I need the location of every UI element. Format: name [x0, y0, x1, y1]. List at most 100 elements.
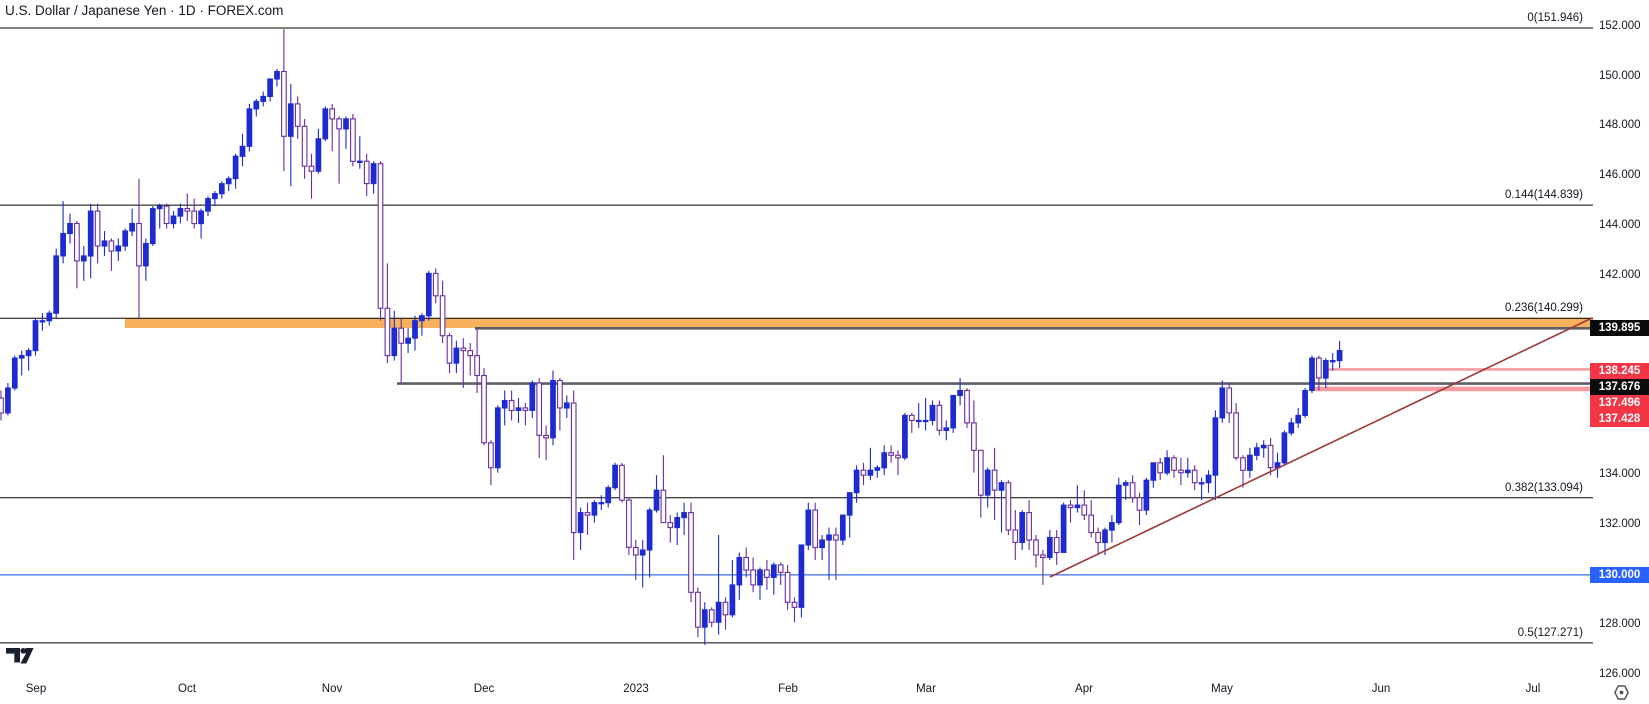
price-scale-settings-gear-icon[interactable]: [1613, 684, 1630, 701]
time-axis-label: Feb: [778, 683, 798, 695]
candle-body: [108, 240, 115, 252]
candle-body: [798, 544, 805, 608]
candle-body: [74, 222, 80, 262]
candle-body: [522, 407, 529, 411]
candle-body: [260, 95, 267, 102]
fib-level-label: 0.236(140.299): [1504, 302, 1583, 314]
candle-body: [412, 320, 418, 339]
candle-body: [191, 210, 198, 225]
candle-body: [60, 232, 66, 257]
candle-body: [915, 419, 922, 423]
candle-body: [536, 382, 543, 436]
candle-body: [439, 295, 446, 337]
candlestick-chart[interactable]: [0, 0, 1593, 672]
candle-body: [329, 108, 336, 120]
candle-body: [356, 160, 363, 163]
candle-body: [1322, 360, 1329, 379]
candle-body: [929, 404, 936, 421]
candle-body: [1136, 497, 1143, 511]
candle-body: [267, 78, 273, 97]
candle-body: [460, 347, 467, 352]
candle-body: [508, 399, 515, 412]
candle-body: [515, 407, 522, 411]
candle-body: [991, 469, 998, 491]
candle-body: [336, 118, 342, 130]
candle-body: [467, 350, 474, 357]
candle-body: [1281, 432, 1288, 464]
candle-body: [425, 272, 432, 317]
candle-body: [1233, 412, 1239, 459]
candle-body: [1240, 457, 1246, 471]
candle-body: [584, 512, 591, 516]
support-zone-rect[interactable]: [125, 318, 1593, 328]
candle-body: [1309, 357, 1315, 392]
candle-body: [563, 402, 570, 409]
candle-body: [977, 449, 984, 496]
candle-body: [384, 307, 391, 357]
candle-body: [1005, 482, 1012, 531]
candle-body: [895, 454, 901, 459]
candle-body: [350, 118, 356, 162]
candle-body: [902, 414, 908, 459]
candle-body: [853, 469, 860, 494]
price-tick-label: 150.000: [1599, 70, 1641, 82]
time-axis-label: Jun: [1371, 683, 1391, 695]
candle-body: [1129, 482, 1136, 499]
candle-body: [301, 125, 308, 167]
price-tick-label: 152.000: [1599, 20, 1641, 32]
candle-body: [950, 394, 957, 429]
candle-body: [708, 609, 715, 623]
candle-body: [943, 427, 950, 431]
candle-body: [1040, 554, 1046, 559]
candle-body: [398, 327, 405, 344]
time-axis-label: Oct: [178, 683, 196, 695]
candle-body: [149, 208, 156, 245]
candle-body: [626, 499, 632, 548]
candle-body: [419, 315, 425, 322]
candle-body: [1102, 529, 1108, 544]
candle-body: [984, 469, 991, 496]
candle-body: [667, 522, 674, 529]
candle-body: [770, 564, 777, 578]
candle-body: [957, 389, 963, 397]
candle-body: [5, 387, 11, 414]
candle-body: [922, 419, 929, 423]
candle-body: [315, 138, 322, 172]
candle-body: [646, 509, 653, 551]
candle-body: [1329, 360, 1336, 363]
candle-body: [474, 355, 480, 377]
tradingview-logo-icon[interactable]: [6, 648, 34, 664]
candle-body: [453, 347, 460, 364]
candle-body: [936, 404, 943, 431]
candle-body: [391, 327, 398, 357]
candle-body: [322, 108, 329, 140]
candle-body: [432, 272, 439, 297]
candle-body: [205, 198, 211, 212]
candle-body: [612, 464, 618, 489]
price-label-badge: 138.245: [1590, 363, 1649, 379]
price-label-badge: 130.000: [1590, 567, 1649, 583]
candle-body: [53, 255, 60, 314]
candle-body: [1157, 462, 1164, 474]
candle-body: [908, 414, 915, 421]
candle-body: [25, 350, 32, 357]
candle-body: [239, 145, 246, 157]
candle-body: [681, 512, 687, 519]
candle-body: [529, 382, 536, 411]
price-tick-label: 126.000: [1599, 668, 1641, 680]
candle-body: [1336, 350, 1343, 362]
candle-body: [570, 402, 577, 534]
candle-body: [156, 205, 163, 210]
candle-body: [591, 502, 598, 516]
candle-body: [764, 569, 770, 578]
candle-body: [32, 320, 39, 352]
candle-body: [11, 357, 18, 389]
candle-body: [232, 155, 239, 180]
time-axis-label: Apr: [1075, 683, 1093, 695]
plot-area[interactable]: 0(151.946) 0.144(144.839) 0.236(140.299) 0.…: [0, 0, 1593, 672]
candle-body: [294, 103, 301, 127]
trendline[interactable]: [1049, 317, 1593, 578]
candle-body: [308, 165, 315, 172]
time-axis-label: Mar: [916, 683, 936, 695]
